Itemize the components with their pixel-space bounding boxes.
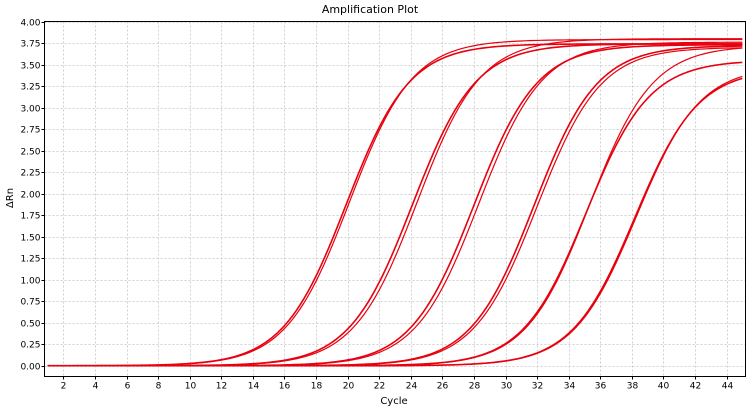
x-tick-label: 22 [374,382,385,392]
chart-title: Amplification Plot [322,3,419,16]
plot-frame [44,21,746,377]
x-tick-label: 20 [343,382,355,392]
x-tick-label: 32 [532,382,543,392]
y-tick-label: 4.00 [20,19,40,29]
y-tick-label: 1.75 [20,212,40,222]
x-tick-label: 12 [216,382,227,392]
y-tick-label: 2.50 [20,148,40,158]
x-tick-label: 6 [125,382,131,392]
y-tick-label: 3.25 [20,83,40,93]
amplification-curves [47,38,743,367]
amplification-curve [47,75,743,367]
x-tick-label: 10 [185,382,197,392]
x-tick-label: 36 [595,382,607,392]
y-axis-ticks: 0.00 0.25 0.50 0.75 1.00 1.25 1.50 1.75 2.00 2.25… [20,19,45,373]
y-tick-label: 1.00 [20,277,40,287]
x-tick-label: 28 [469,382,481,392]
y-axis-label: ΔRn [5,188,16,208]
y-tick-label: 2.75 [20,126,40,136]
x-tick-label: 26 [437,382,449,392]
y-tick-label: 3.00 [20,105,40,115]
y-tick-label: 3.75 [20,40,40,50]
y-tick-label: 3.50 [20,62,40,72]
y-tick-label: 0.50 [20,320,40,330]
x-tick-label: 38 [627,382,639,392]
x-tick-label: 24 [406,382,418,392]
y-tick-label: 1.25 [20,255,40,265]
y-tick-label: 0.25 [20,341,40,351]
y-tick-label: 2.25 [20,169,40,179]
x-tick-label: 18 [311,382,323,392]
x-tick-label: 34 [564,382,576,392]
x-tick-label: 16 [279,382,291,392]
y-tick-label: 1.50 [20,234,40,244]
x-axis-label: Cycle [380,396,407,407]
x-tick-label: 44 [722,382,734,392]
x-tick-label: 40 [658,382,670,392]
x-tick-label: 42 [690,382,701,392]
x-axis-ticks: 2 4 6 8 10 12 14 16 18 20 22 24 26 28 30 32 34 36 38 40 42 44 [61,376,734,392]
x-tick-label: 14 [248,382,260,392]
x-tick-label: 8 [156,382,162,392]
x-tick-label: 4 [93,382,99,392]
y-tick-label: 0.00 [20,363,40,373]
y-tick-label: 0.75 [20,298,40,308]
x-tick-label: 2 [61,382,67,392]
x-tick-label: 30 [501,382,513,392]
y-tick-label: 2.00 [20,191,40,201]
